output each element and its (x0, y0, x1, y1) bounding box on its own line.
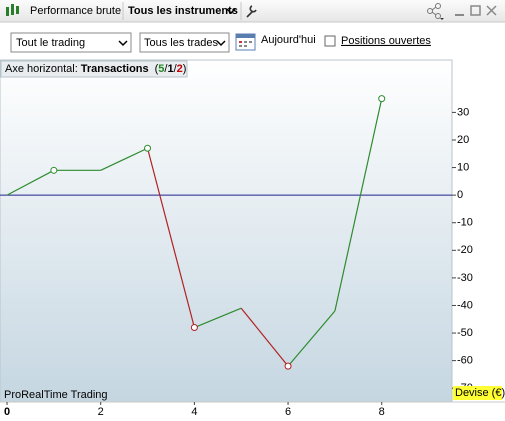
currency-box (453, 386, 502, 400)
y-tick-label: -40 (457, 299, 473, 311)
select-label[interactable]: Tout le trading (16, 37, 85, 49)
checkbox[interactable] (324, 35, 336, 47)
select[interactable] (139, 32, 230, 53)
trade-count: 2 (177, 63, 183, 75)
y-tick-label: -60 (457, 355, 473, 367)
line-segment (240, 307, 289, 367)
point-marker (144, 144, 152, 152)
calendar-button[interactable] (235, 33, 256, 51)
x-tick-label: 8 (379, 406, 385, 418)
y-tick-label: -20 (457, 244, 473, 256)
share-button[interactable] (427, 3, 445, 21)
separator: / (174, 63, 178, 75)
watermark: ProRealTime Trading (4, 389, 108, 401)
line-segment (287, 310, 336, 367)
y-tick-label: -10 (457, 217, 473, 229)
checkbox-label[interactable]: Positions ouvertes (341, 35, 431, 47)
line-segment (334, 98, 383, 312)
line-segment (194, 307, 242, 329)
x-tick-label: 4 (191, 406, 197, 418)
plot-area (0, 59, 453, 403)
x-tick-label: 6 (285, 406, 291, 418)
axis-mode-label[interactable]: Axe horizontal: Transactions (5/1/2) (5, 63, 186, 75)
dropdown-arrow[interactable] (226, 8, 236, 15)
separator: / (164, 63, 168, 75)
y-tick-label: -50 (457, 327, 473, 339)
y-tick-label: 0 (457, 189, 463, 201)
trade-count: 5 (158, 63, 164, 75)
line-segment (100, 147, 148, 171)
settings-button[interactable] (246, 5, 257, 18)
line-segment (146, 148, 195, 328)
close-button[interactable] (486, 5, 497, 16)
point-marker (378, 95, 386, 103)
point-marker (50, 166, 58, 174)
bracket: ( (155, 63, 159, 75)
y-tick-label: -30 (457, 272, 473, 284)
axis-label: Axe horizontal: (5, 63, 78, 75)
point-marker (190, 324, 198, 332)
maximize-button[interactable] (470, 5, 481, 16)
x-tick-label: 0 (4, 406, 10, 418)
tab-label[interactable]: Performance brute (30, 5, 121, 17)
x-tick-label: 2 (98, 406, 104, 418)
bracket: ) (183, 63, 187, 75)
trade-count: 1 (167, 63, 173, 75)
select-label[interactable]: Tous les trades (144, 37, 218, 49)
axis-mode: Transactions (81, 63, 149, 75)
date-label[interactable]: Aujourd'hui (261, 34, 316, 46)
app-icon (6, 4, 19, 16)
tab-label[interactable]: Tous les instruments (128, 5, 238, 17)
select[interactable] (10, 32, 132, 53)
y-tick-label: 30 (457, 106, 469, 118)
dropdown-arrow[interactable] (118, 40, 128, 47)
y-tick-label: 10 (457, 161, 469, 173)
dropdown-arrow[interactable] (216, 40, 226, 47)
axis-mode-box (0, 60, 188, 78)
point-marker (284, 362, 292, 370)
y-tick-label: 20 (457, 134, 469, 146)
line-segment (6, 169, 55, 196)
currency-label: Devise (€) (455, 387, 505, 399)
